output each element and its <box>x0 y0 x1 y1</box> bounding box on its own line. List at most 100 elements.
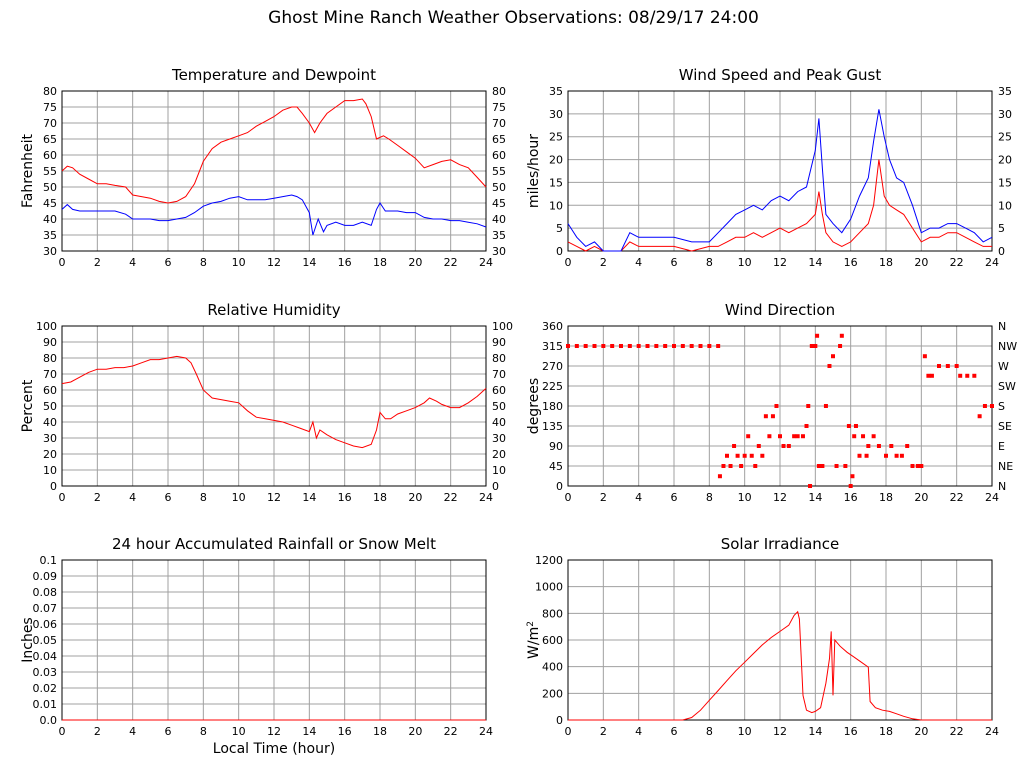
plot-frame <box>567 90 993 252</box>
x-tick-label: 6 <box>671 256 678 269</box>
right-tick-label: 30 <box>492 432 506 445</box>
data-point <box>583 344 588 348</box>
x-tick-label: 20 <box>914 725 928 738</box>
data-point <box>804 424 809 428</box>
y-tick-label: 50 <box>43 400 57 413</box>
x-tick-label: 20 <box>914 491 928 504</box>
data-point <box>945 364 950 368</box>
y-tick-label: 70 <box>43 368 57 381</box>
page-title: Ghost Mine Ranch Weather Observations: 0… <box>268 8 759 28</box>
x-tick-label: 10 <box>232 725 246 738</box>
y-tick-label: 10 <box>549 199 563 212</box>
x-tick-label: 12 <box>773 725 787 738</box>
data-point <box>721 464 726 468</box>
chart-title: 24 hour Accumulated Rainfall or Snow Mel… <box>112 535 436 553</box>
x-tick-label: 14 <box>302 491 316 504</box>
data-point <box>716 344 721 348</box>
x-tick-label: 24 <box>985 491 999 504</box>
x-tick-label: 4 <box>635 491 642 504</box>
x-tick-label: 16 <box>844 256 858 269</box>
plot-frame <box>567 559 993 721</box>
x-tick-label: 20 <box>408 256 422 269</box>
x-tick-label: 18 <box>879 491 893 504</box>
y-axis-label: W/m2 <box>526 621 542 659</box>
data-point <box>645 344 650 348</box>
x-tick-label: 18 <box>879 725 893 738</box>
data-point <box>905 444 910 448</box>
chart-solar: 0 2 4 6 8 10 12 14 16 18 20 22 240200400600800100012… <box>526 535 999 738</box>
right-tick-label: 70 <box>492 368 506 381</box>
y-tick-label: 360 <box>542 320 563 333</box>
right-tick-label: 100 <box>492 320 513 333</box>
y-tick-label: 55 <box>43 165 57 178</box>
x-tick-label: 8 <box>200 256 207 269</box>
data-point <box>756 444 761 448</box>
x-tick-label: 16 <box>844 491 858 504</box>
y-axis-label: Fahrenheit <box>20 133 36 208</box>
right-tick-label: S <box>998 400 1005 413</box>
y-tick-label: 200 <box>542 687 563 700</box>
y-tick-label: 15 <box>549 176 563 189</box>
y-tick-label: 180 <box>542 400 563 413</box>
data-point <box>958 373 963 378</box>
x-tick-label: 10 <box>738 491 752 504</box>
x-tick-label: 10 <box>232 491 246 504</box>
x-tick-label: 24 <box>985 256 999 269</box>
data-point <box>846 424 851 428</box>
x-tick-label: 22 <box>444 256 458 269</box>
data-point <box>735 453 740 458</box>
data-point <box>636 344 641 348</box>
y-tick-label: 800 <box>542 607 563 620</box>
data-point <box>919 464 924 468</box>
data-point <box>763 414 768 419</box>
x-tick-label: 12 <box>267 256 281 269</box>
x-tick-label: 8 <box>706 491 713 504</box>
data-point <box>728 464 733 468</box>
x-tick-label: 18 <box>373 256 387 269</box>
data-point <box>806 404 811 408</box>
data-point <box>857 453 862 458</box>
data-point <box>889 444 894 448</box>
x-tick-label: 22 <box>444 725 458 738</box>
x-tick-label: 18 <box>373 725 387 738</box>
y-tick-label: 600 <box>542 634 563 647</box>
x-tick-label: 6 <box>671 725 678 738</box>
data-point <box>864 453 869 458</box>
y-tick-label: 0.1 <box>40 554 58 567</box>
data-point <box>965 373 970 378</box>
x-tick-label: 22 <box>444 491 458 504</box>
y-tick-label: 45 <box>43 197 57 210</box>
data-point <box>742 453 747 458</box>
y-tick-label: 80 <box>43 352 57 365</box>
data-point <box>601 344 606 348</box>
data-point <box>838 344 843 348</box>
x-tick-label: 0 <box>565 491 572 504</box>
x-tick-label: 16 <box>338 725 352 738</box>
y-tick-label: 40 <box>43 213 57 226</box>
x-tick-label: 20 <box>408 491 422 504</box>
right-tick-label: 15 <box>998 176 1012 189</box>
right-tick-label: 0 <box>492 480 499 493</box>
y-tick-label: 35 <box>43 229 57 242</box>
x-tick-label: 2 <box>94 491 101 504</box>
y-axis-label: Percent <box>20 379 36 432</box>
y-tick-label: 90 <box>43 336 57 349</box>
x-tick-label: 2 <box>600 725 607 738</box>
y-tick-label: 5 <box>556 222 563 235</box>
right-tick-label: NE <box>998 460 1013 473</box>
data-point <box>899 453 904 458</box>
data-point <box>915 464 920 468</box>
series-line-1 <box>61 355 487 449</box>
y-tick-label: 20 <box>43 448 57 461</box>
x-tick-label: 10 <box>232 256 246 269</box>
x-axis-label: Local Time (hour) <box>213 741 335 757</box>
y-tick-label: 0.07 <box>33 602 58 615</box>
data-point <box>813 344 818 348</box>
y-tick-label: 0.01 <box>33 698 58 711</box>
x-tick-label: 14 <box>808 256 822 269</box>
y-tick-label: 0 <box>556 245 563 258</box>
x-tick-label: 12 <box>267 491 281 504</box>
right-tick-label: 35 <box>492 229 506 242</box>
y-tick-label: 35 <box>549 85 563 98</box>
data-point <box>850 474 855 479</box>
